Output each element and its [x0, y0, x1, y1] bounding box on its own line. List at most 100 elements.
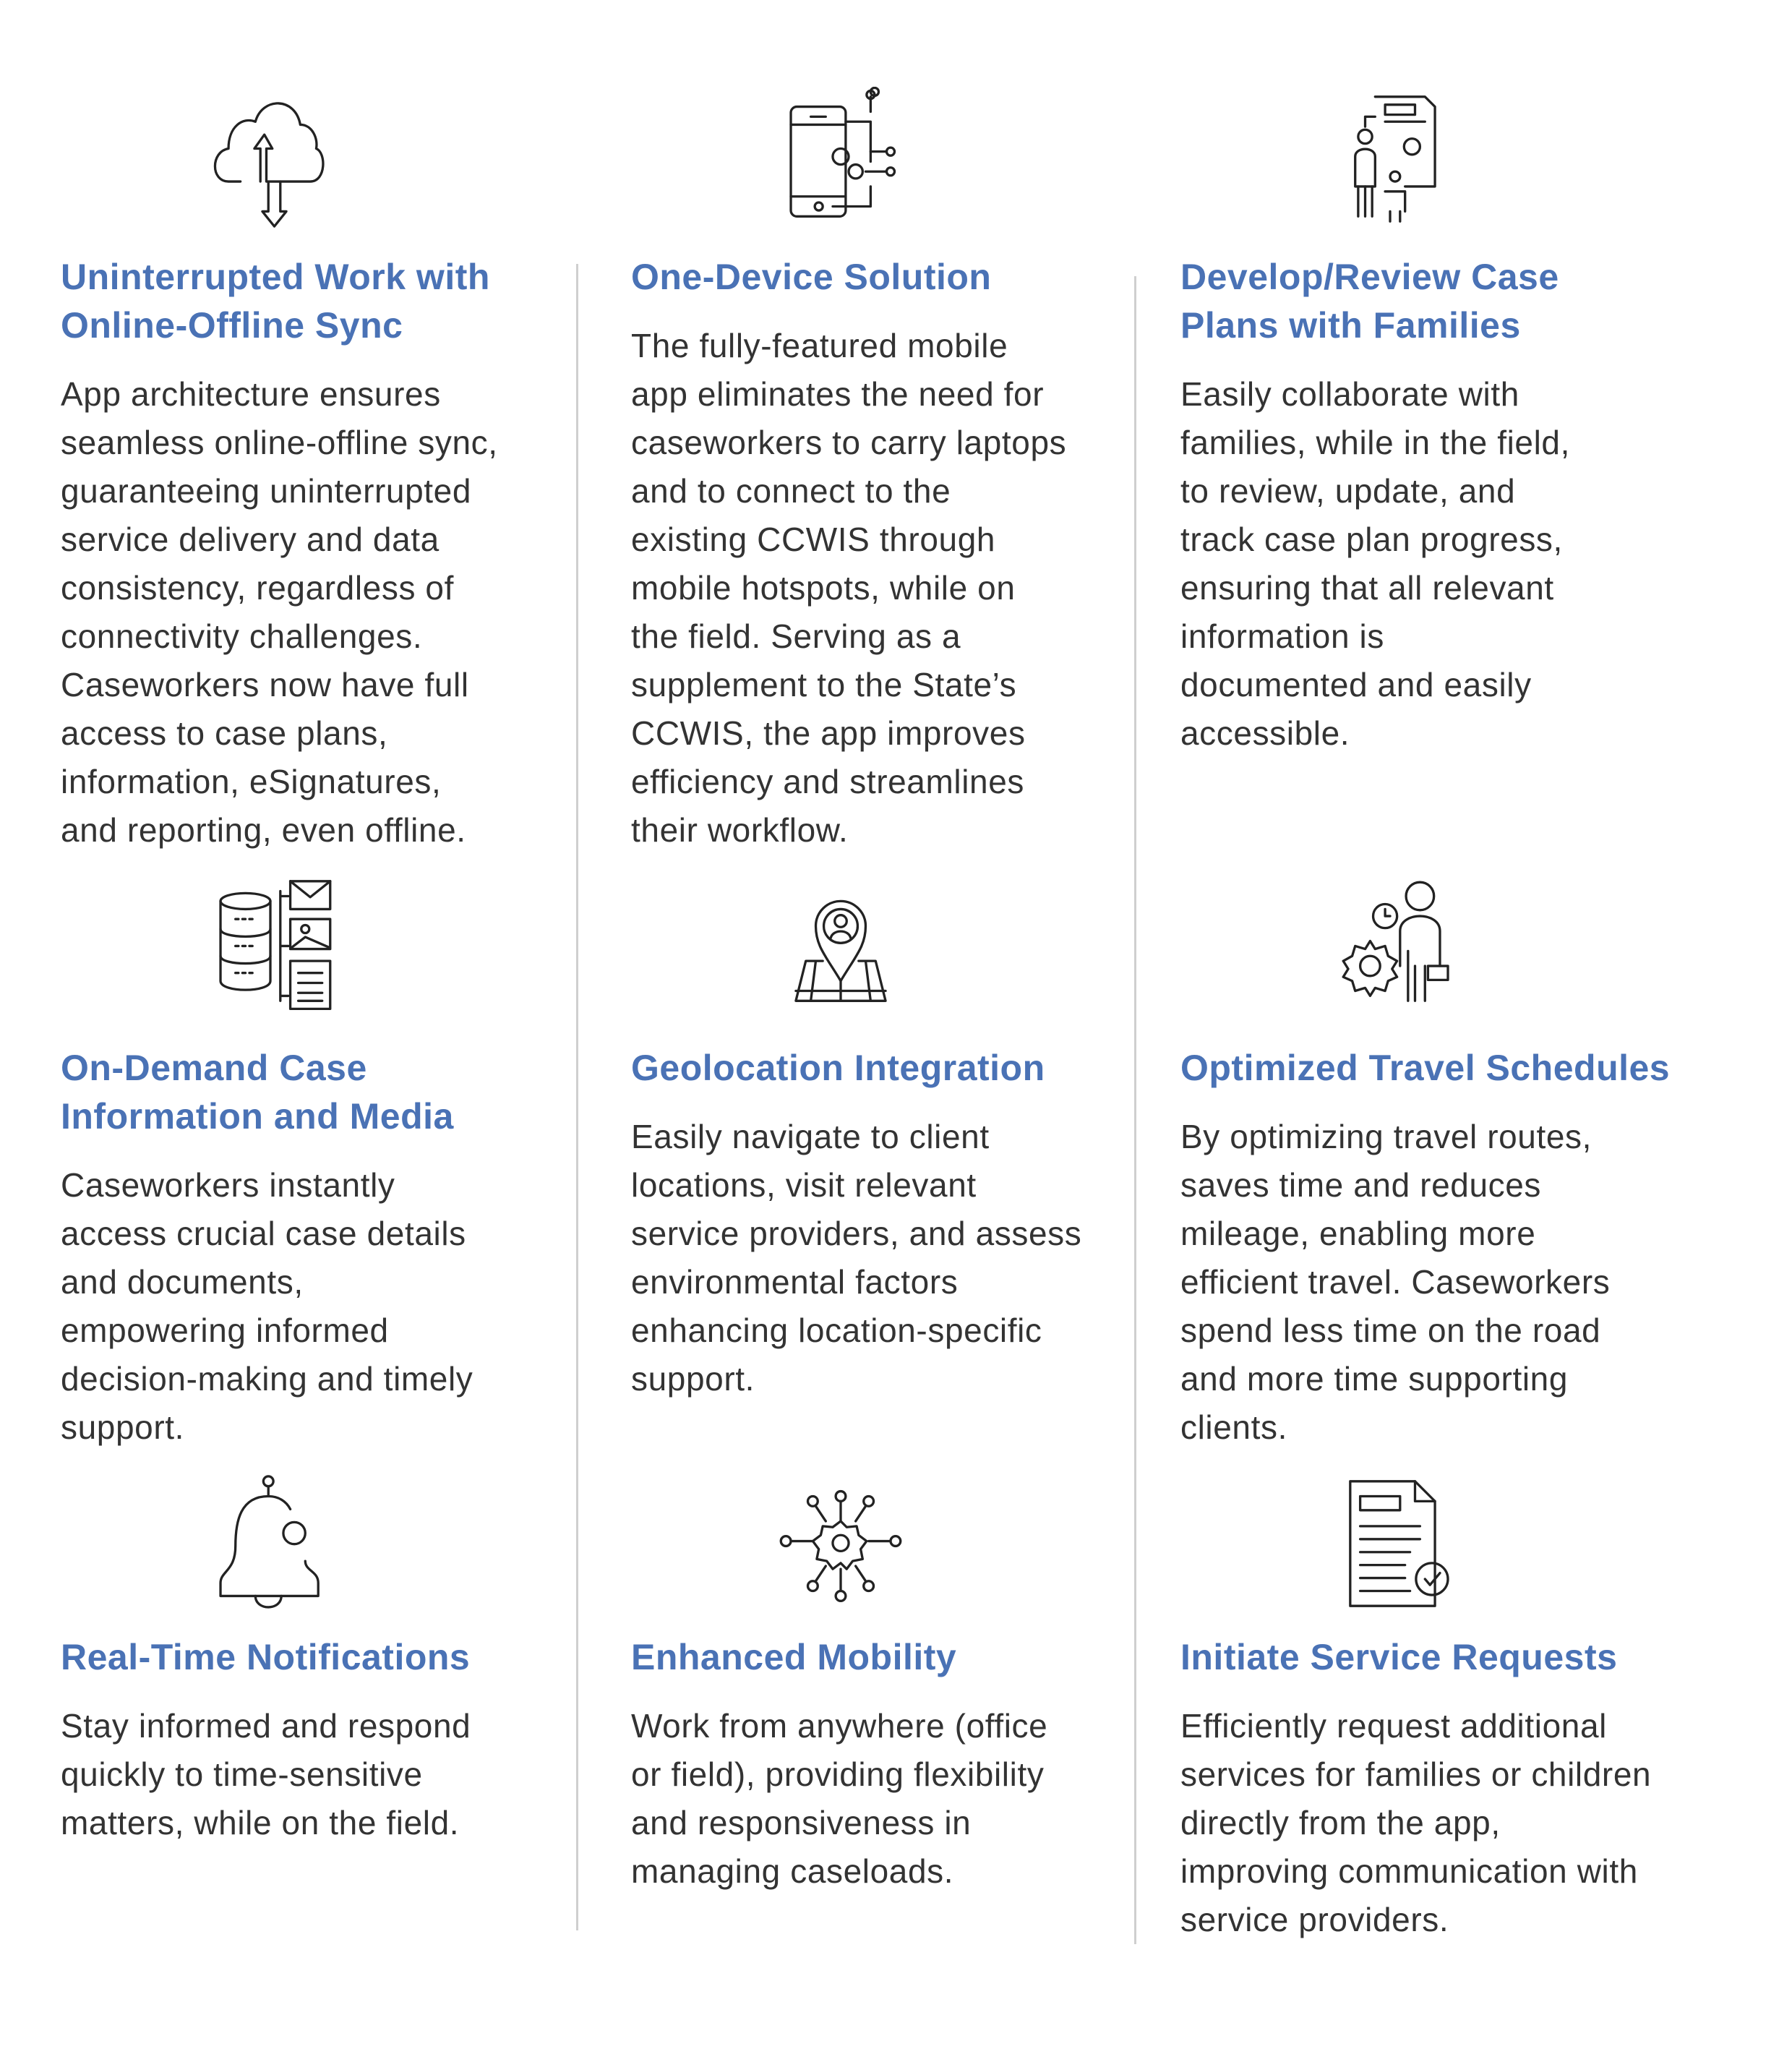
feature-description-line: families, while in the field, [1180, 424, 1570, 461]
feature-description-line: and to connect to the [631, 472, 951, 510]
feature-title: Develop/Review Case Plans with Families [1180, 253, 1686, 350]
feature-description: Caseworkers instantly access crucial case… [61, 1161, 567, 1452]
feature-description: Stay informed and respond quickly to time… [61, 1702, 567, 1847]
family-case-plan-icon [1311, 87, 1470, 231]
feature-description-line: the field. Serving as a [631, 617, 961, 655]
feature-description-line: Work from anywhere (office [631, 1707, 1048, 1745]
feature-description-line: environmental factors [631, 1263, 959, 1301]
feature-description-line: support. [631, 1360, 755, 1398]
feature-description-line: Efficiently request additional [1180, 1707, 1607, 1745]
feature-description-line: services for families or children [1180, 1755, 1652, 1793]
feature-description: The fully-featured mobile app eliminates … [631, 322, 1137, 855]
feature-description-line: service providers. [1180, 1901, 1449, 1938]
feature-description-line: locations, visit relevant [631, 1166, 977, 1204]
feature-title: One-Device Solution [631, 253, 1137, 301]
feature-description-line: service providers, and assess [631, 1215, 1082, 1252]
feature-title-line: Develop/Review Case [1180, 257, 1559, 297]
bell-icon [191, 1471, 350, 1616]
column-divider [576, 264, 578, 1930]
feature-description-line: consistency, regardless of [61, 569, 454, 607]
feature-description: Work from anywhere (office or field), pro… [631, 1702, 1137, 1896]
feature-card: Optimized Travel Schedules By optimizing … [1180, 1044, 1686, 1452]
feature-description-line: access crucial case details [61, 1215, 466, 1252]
feature-title-line: Enhanced Mobility [631, 1637, 957, 1677]
feature-description-line: service delivery and data [61, 521, 440, 558]
feature-description-line: documented and easily [1180, 666, 1532, 703]
feature-title: Initiate Service Requests [1180, 1633, 1686, 1682]
feature-description-line: app eliminates the need for [631, 375, 1045, 413]
feature-title: Geolocation Integration [631, 1044, 1137, 1092]
feature-card: Develop/Review Case Plans with Families Ea… [1180, 253, 1686, 758]
feature-card: Real-Time Notifications Stay informed and… [61, 1633, 567, 1847]
feature-description-line: to review, update, and [1180, 472, 1516, 510]
feature-description-line: Caseworkers now have full [61, 666, 469, 703]
feature-description-line: information, eSignatures, [61, 763, 442, 800]
feature-description-line: their workflow. [631, 811, 849, 849]
feature-description-line: enhancing location-specific [631, 1312, 1042, 1349]
feature-description-line: existing CCWIS through [631, 521, 996, 558]
feature-description: Efficiently request additional services f… [1180, 1702, 1686, 1944]
feature-description-line: clients. [1180, 1408, 1287, 1446]
feature-title-line: On-Demand Case [61, 1048, 367, 1088]
feature-description-line: managing caseloads. [631, 1852, 954, 1890]
feature-description-line: Caseworkers instantly [61, 1166, 395, 1204]
feature-title-line: Real-Time Notifications [61, 1637, 471, 1677]
feature-description-line: Stay informed and respond [61, 1707, 471, 1745]
feature-description-line: and more time supporting [1180, 1360, 1569, 1398]
feature-title-line: Plans with Families [1180, 305, 1521, 346]
gear-network-icon [761, 1471, 920, 1616]
feature-title-line: Geolocation Integration [631, 1048, 1045, 1088]
feature-title-line: Initiate Service Requests [1180, 1637, 1618, 1677]
feature-description-line: mobile hotspots, while on [631, 569, 1016, 607]
map-pin-icon [761, 871, 920, 1016]
feature-description-line: ensuring that all relevant [1180, 569, 1554, 607]
feature-title-line: Online-Offline Sync [61, 305, 403, 346]
feature-description-line: accessible. [1180, 714, 1350, 752]
feature-description-line: efficiency and streamlines [631, 763, 1025, 800]
feature-card: Enhanced Mobility Work from anywhere (off… [631, 1633, 1137, 1896]
mobile-device-gear-icon [761, 86, 920, 231]
feature-description: Easily collaborate with families, while i… [1180, 370, 1686, 758]
feature-card: Geolocation Integration Easily navigate t… [631, 1044, 1137, 1403]
feature-title: Enhanced Mobility [631, 1633, 1137, 1682]
feature-description-line: and documents, [61, 1263, 304, 1301]
feature-description-line: and responsiveness in [631, 1804, 972, 1841]
feature-description-line: Easily collaborate with [1180, 375, 1519, 413]
feature-description-line: Easily navigate to client [631, 1118, 990, 1155]
feature-description-line: caseworkers to carry laptops [631, 424, 1067, 461]
feature-description-line: By optimizing travel routes, [1180, 1118, 1592, 1155]
feature-description-line: seamless online-offline sync, [61, 424, 498, 461]
feature-description-line: mileage, enabling more [1180, 1215, 1536, 1252]
feature-title: On-Demand Case Information and Media [61, 1044, 567, 1141]
feature-description-line: efficient travel. Caseworkers [1180, 1263, 1611, 1301]
feature-description-line: supplement to the State’s [631, 666, 1017, 703]
cloud-sync-icon [191, 87, 350, 231]
feature-title: Optimized Travel Schedules [1180, 1044, 1686, 1092]
feature-description-line: track case plan progress, [1180, 521, 1563, 558]
feature-description-line: directly from the app, [1180, 1804, 1501, 1841]
feature-description-line: The fully-featured mobile [631, 327, 1008, 364]
feature-description-line: access to case plans, [61, 714, 388, 752]
feature-title-line: One-Device Solution [631, 257, 992, 297]
feature-description-line: CCWIS, the app improves [631, 714, 1026, 752]
feature-description-line: support. [61, 1408, 185, 1446]
feature-title: Uninterrupted Work with Online-Offline Sy… [61, 253, 567, 350]
feature-description-line: empowering informed [61, 1312, 389, 1349]
database-media-icon [191, 871, 350, 1016]
feature-title-line: Information and Media [61, 1096, 454, 1137]
feature-description-line: matters, while on the field. [61, 1804, 460, 1841]
feature-description-line: connectivity challenges. [61, 617, 423, 655]
feature-description: Easily navigate to client locations, visi… [631, 1113, 1137, 1403]
feature-card: On-Demand Case Information and Media Casew… [61, 1044, 567, 1452]
feature-description-line: improving communication with [1180, 1852, 1638, 1890]
feature-description-line: or field), providing flexibility [631, 1755, 1045, 1793]
feature-description-line: and reporting, even offline. [61, 811, 466, 849]
feature-card: Uninterrupted Work with Online-Offline Sy… [61, 253, 567, 855]
person-clock-gear-icon [1311, 871, 1470, 1016]
feature-card: One-Device Solution The fully-featured mo… [631, 253, 1137, 855]
feature-description-line: guaranteeing uninterrupted [61, 472, 472, 510]
feature-description-line: saves time and reduces [1180, 1166, 1542, 1204]
feature-description: By optimizing travel routes, saves time a… [1180, 1113, 1686, 1452]
document-check-icon [1311, 1471, 1470, 1616]
feature-title: Real-Time Notifications [61, 1633, 567, 1682]
